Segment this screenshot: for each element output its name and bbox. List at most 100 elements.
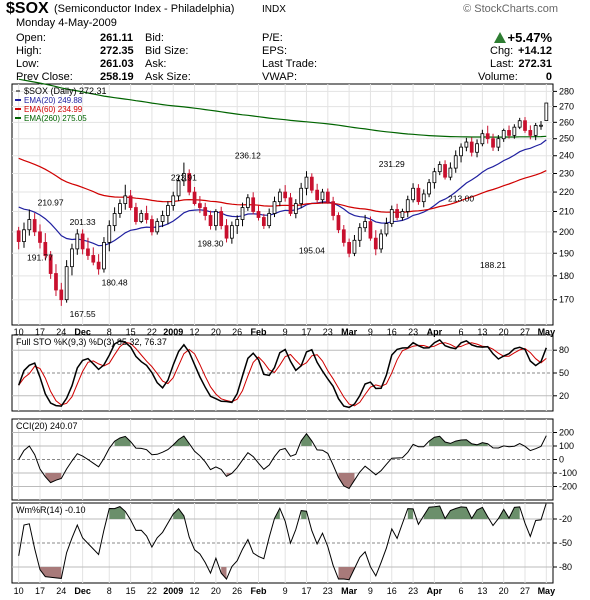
legend-label: EMA(60) 234.99 bbox=[24, 105, 83, 114]
x-tick-label: 17 bbox=[35, 327, 45, 337]
candle-body bbox=[389, 209, 394, 224]
x-tick-label: Dec bbox=[74, 586, 91, 596]
bid-label: Bid: bbox=[145, 32, 164, 44]
x-tick-label: 16 bbox=[387, 327, 397, 337]
candle-body bbox=[363, 221, 367, 229]
candle-body bbox=[91, 255, 96, 263]
cci-overbought-area bbox=[429, 436, 488, 446]
cci-ytick-label: 100 bbox=[559, 441, 574, 451]
candle-body bbox=[118, 203, 122, 214]
chg-label: Chg: bbox=[490, 45, 514, 57]
candle-body bbox=[251, 197, 256, 212]
x-tick-label: 26 bbox=[232, 327, 242, 337]
candle-body bbox=[293, 203, 298, 214]
candle-body bbox=[123, 195, 128, 205]
candle-body bbox=[59, 289, 64, 301]
x-tick-label: 23 bbox=[408, 586, 418, 596]
index-name: (Semiconductor Index - Philadelphia) bbox=[54, 3, 235, 15]
panel-frame-0 bbox=[11, 83, 554, 326]
candle-body bbox=[427, 182, 431, 195]
candle-body bbox=[219, 211, 224, 227]
x-tick-label: 8 bbox=[107, 327, 112, 337]
open-label: Open: bbox=[16, 32, 46, 44]
candle-body bbox=[304, 176, 309, 189]
x-tick-label: 22 bbox=[147, 327, 157, 337]
candle-body bbox=[22, 229, 26, 242]
date-label: Monday 4-May-2009 bbox=[16, 17, 117, 29]
candle-body bbox=[416, 187, 421, 203]
candle-body bbox=[80, 233, 85, 250]
candle-body bbox=[539, 124, 543, 127]
candle-body bbox=[491, 138, 495, 148]
candle-body bbox=[299, 187, 304, 205]
price-annotation: 236.12 bbox=[235, 151, 261, 161]
x-tick-label: 9 bbox=[368, 586, 373, 596]
symbol-title: $SOX bbox=[6, 0, 49, 17]
candle-body bbox=[373, 237, 378, 250]
candle-body bbox=[27, 219, 32, 231]
x-tick-label: 2009 bbox=[163, 586, 183, 596]
price-ytick-label: 230 bbox=[559, 169, 574, 179]
candle-body bbox=[54, 273, 58, 291]
cci-overbought-area bbox=[301, 433, 312, 446]
candle-body bbox=[171, 195, 176, 206]
candle-body bbox=[469, 141, 474, 153]
x-tick-label: 17 bbox=[301, 586, 311, 596]
candle-body bbox=[379, 233, 383, 250]
candle-body bbox=[267, 213, 272, 227]
cci-ytick-label: 0 bbox=[559, 455, 564, 465]
candle-body bbox=[75, 233, 80, 250]
price-title: $SOX (Daily) 272.31 bbox=[24, 86, 107, 96]
candle-body bbox=[453, 155, 458, 169]
candle-body bbox=[437, 164, 442, 173]
candle-body bbox=[400, 211, 405, 218]
candle-body bbox=[277, 191, 282, 203]
candle-body bbox=[38, 231, 42, 243]
wr-title: Wm%R(14) -0.10 bbox=[16, 505, 86, 515]
x-tick-label: 9 bbox=[368, 327, 373, 337]
candle-body bbox=[384, 223, 389, 235]
price-annotation: 195.04 bbox=[299, 245, 325, 255]
price-ytick-label: 180 bbox=[559, 271, 574, 281]
exchange-label: INDX bbox=[262, 4, 286, 15]
x-tick-label: Apr bbox=[427, 586, 443, 596]
ask-size-label: Ask Size: bbox=[145, 71, 191, 83]
candle-body bbox=[182, 173, 186, 182]
candle-body bbox=[288, 197, 293, 214]
x-tick-label: 9 bbox=[283, 327, 288, 337]
candle-body bbox=[160, 215, 165, 222]
price-ytick-label: 220 bbox=[559, 187, 574, 197]
wr-oversold-area bbox=[40, 567, 62, 579]
price-ytick-label: 200 bbox=[559, 227, 574, 237]
cci-title: CCI(20) 240.07 bbox=[16, 421, 78, 431]
sto-k-line bbox=[17, 338, 548, 409]
candle-body bbox=[235, 219, 240, 227]
price-annotation: 191.77 bbox=[27, 252, 53, 262]
candle-body bbox=[464, 141, 469, 148]
x-tick-label: Mar bbox=[341, 586, 358, 596]
price-ytick-label: 190 bbox=[559, 248, 574, 258]
x-tick-label: 24 bbox=[56, 586, 66, 596]
wr-ytick-label: -20 bbox=[559, 514, 572, 524]
x-tick-label: Apr bbox=[427, 327, 443, 337]
x-tick-label: 17 bbox=[301, 327, 311, 337]
candle-body bbox=[480, 133, 485, 145]
price-ytick-label: 280 bbox=[559, 86, 574, 96]
candle-body bbox=[528, 130, 533, 136]
candle-body bbox=[459, 146, 463, 157]
candle-body bbox=[48, 255, 53, 274]
cci-ytick-label: 200 bbox=[559, 428, 574, 438]
x-tick-label: 20 bbox=[211, 327, 221, 337]
candle-body bbox=[501, 130, 506, 140]
candle-body bbox=[107, 225, 112, 243]
x-tick-label: 23 bbox=[408, 327, 418, 337]
wr-ytick-label: -80 bbox=[559, 562, 572, 572]
candle-body bbox=[155, 221, 160, 233]
cci-oversold-area bbox=[338, 473, 355, 489]
legend-label: EMA(20) 249.88 bbox=[24, 96, 83, 105]
last-value: 272.31 bbox=[518, 58, 552, 70]
pct-change-value: +5.47% bbox=[507, 30, 552, 45]
cci-ytick-label: -100 bbox=[559, 468, 577, 478]
candle-body bbox=[315, 189, 320, 201]
price-annotation: 223.91 bbox=[171, 173, 197, 183]
